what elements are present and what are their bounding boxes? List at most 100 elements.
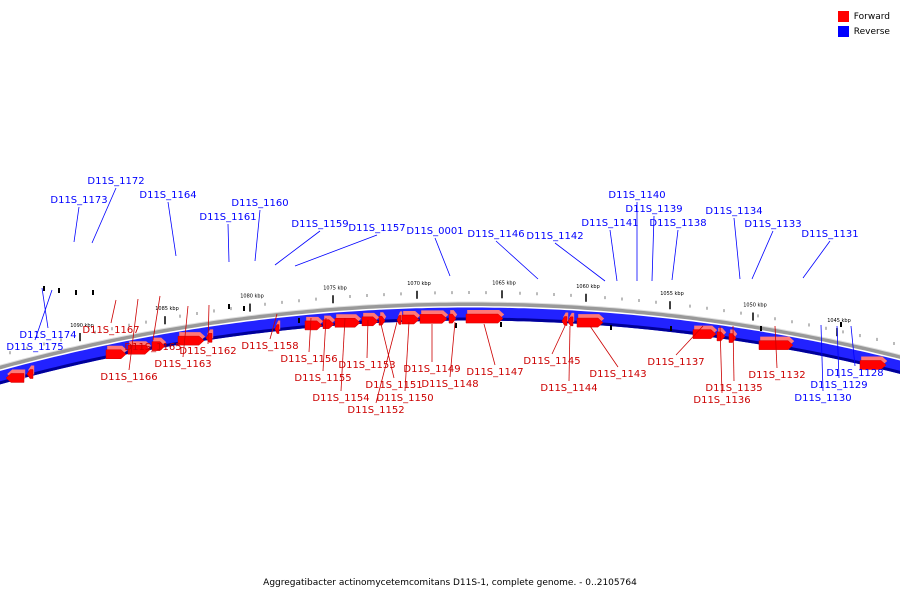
gene-label[interactable]: D11S_1172 — [87, 176, 144, 187]
leader-line — [110, 299, 117, 324]
leader-line — [41, 287, 49, 329]
leader-line — [751, 230, 774, 280]
forward-swatch — [837, 11, 849, 22]
leader-line — [589, 325, 619, 368]
feature-mark — [43, 286, 45, 291]
gene-label[interactable]: D11S_1143 — [589, 369, 646, 380]
gene-label[interactable]: D11S_1158 — [241, 341, 298, 352]
leader-line — [675, 325, 704, 356]
gene-label[interactable]: D11S_1150 — [376, 393, 433, 404]
gene-label[interactable]: D11S_1128 — [826, 368, 883, 379]
leader-line — [495, 240, 539, 280]
gene-label[interactable]: D11S_1146 — [467, 229, 524, 240]
leader-line — [732, 325, 735, 382]
gene-label[interactable]: D11S_1140 — [608, 190, 665, 201]
gene-label[interactable]: D11S_1138 — [649, 218, 706, 229]
gene-label[interactable]: D11S_1152 — [347, 405, 404, 416]
leader-line — [802, 240, 831, 279]
backbone-highlight — [0, 301, 900, 366]
gene-block — [859, 360, 887, 370]
gene-label[interactable]: D11S_1156 — [280, 354, 337, 365]
gene-label[interactable]: D11S_1139 — [625, 204, 682, 215]
gene-label[interactable]: D11S_1144 — [540, 383, 597, 394]
gene-label[interactable]: D11S_1145 — [523, 356, 580, 367]
leader-line — [449, 321, 456, 378]
leader-line — [182, 305, 189, 358]
leader-line — [73, 206, 80, 243]
gene-label[interactable]: D11S_1141 — [581, 218, 638, 229]
gene-block — [361, 316, 379, 327]
leader-line — [274, 230, 321, 266]
gene-label[interactable]: D11S_1154 — [312, 393, 369, 404]
leader-line — [671, 229, 679, 281]
leader-line — [340, 317, 346, 392]
gene-block — [465, 313, 504, 324]
leader-line — [836, 325, 840, 379]
feature-mark — [670, 326, 672, 331]
gene-block — [419, 314, 448, 324]
leader-line — [568, 325, 571, 382]
leader-line — [91, 187, 117, 244]
gene-label[interactable]: D11S_1175 — [6, 342, 63, 353]
leader-line — [554, 242, 606, 282]
gene-label[interactable]: D11S_1160 — [231, 198, 288, 209]
leader-line — [820, 324, 824, 392]
gene-label[interactable]: D11S_1133 — [744, 219, 801, 230]
gene-label[interactable]: D11S_1162 — [179, 346, 236, 357]
gene-block — [561, 316, 568, 326]
leader-line — [404, 321, 410, 392]
gene-block — [401, 314, 420, 325]
gene-block — [151, 341, 166, 351]
gene-block — [274, 324, 280, 334]
tick-label: 1090 kbp — [70, 323, 94, 329]
legend-reverse-label: Reverse — [853, 26, 890, 37]
gene-label[interactable]: D11S_1167 — [82, 325, 139, 336]
leader-line — [152, 295, 161, 341]
leader-line — [483, 323, 496, 366]
gene-label[interactable]: D11S_1136 — [693, 395, 750, 406]
gene-label[interactable]: D11S_1132 — [748, 370, 805, 381]
gene-label[interactable]: D11S_1131 — [801, 229, 858, 240]
gene-label[interactable]: D11S_1155 — [294, 373, 351, 384]
gene-block — [26, 369, 34, 379]
gene-label[interactable]: D11S_1130 — [794, 393, 851, 404]
gene-label[interactable]: D11S_1147 — [466, 367, 523, 378]
feature-mark — [58, 288, 60, 293]
gene-label[interactable]: D11S_1164 — [139, 190, 196, 201]
gene-label[interactable]: D11S_1165 — [124, 342, 181, 353]
leader-line — [294, 234, 378, 267]
strand-legend: Forward Reverse — [837, 9, 890, 39]
gene-label[interactable]: D11S_1173 — [50, 195, 107, 206]
gene-label[interactable]: D11S_1151 — [365, 380, 422, 391]
legend-reverse: Reverse — [837, 24, 890, 39]
reverse-swatch — [837, 26, 849, 37]
gene-label[interactable]: D11S_1134 — [705, 206, 762, 217]
gene-label[interactable]: D11S_1159 — [291, 219, 348, 230]
gene-label[interactable]: D11S_1161 — [199, 212, 256, 223]
tick-label: 1050 kbp — [743, 303, 767, 309]
gene-label[interactable]: D11S_1148 — [421, 379, 478, 390]
leader-line — [308, 317, 312, 353]
gene-label[interactable]: D11S_1137 — [647, 357, 704, 368]
leader-line — [733, 217, 741, 280]
gene-label[interactable]: D11S_1163 — [154, 359, 211, 370]
gene-label[interactable]: D11S_1174 — [19, 330, 76, 341]
leader-line — [34, 289, 53, 341]
gene-label[interactable]: D11S_1149 — [403, 364, 460, 375]
leader-line — [719, 325, 723, 394]
gene-block — [448, 313, 457, 324]
gene-label[interactable]: D11S_1135 — [705, 383, 762, 394]
gene-label[interactable]: D11S_1142 — [526, 231, 583, 242]
feature-mark — [243, 306, 245, 311]
leader-line — [434, 237, 451, 277]
gene-label[interactable]: D11S_1129 — [810, 380, 867, 391]
gene-label[interactable]: D11S_1166 — [100, 372, 157, 383]
legend-forward: Forward — [837, 9, 890, 24]
gene-label[interactable]: D11S_1153 — [338, 360, 395, 371]
leader-line — [774, 325, 778, 369]
gene-label[interactable]: D11S_1157 — [348, 223, 405, 234]
leader-line — [167, 201, 177, 257]
gene-label[interactable]: D11S_0001 — [406, 226, 463, 237]
